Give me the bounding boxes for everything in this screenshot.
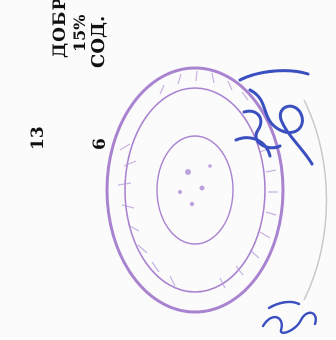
- secondary-signature-mark: [261, 300, 317, 334]
- handwritten-signature: [234, 69, 314, 166]
- row-number-13: 13: [28, 126, 48, 150]
- header-text-line-2: 15%: [70, 14, 89, 52]
- official-stamp: [105, 66, 285, 314]
- page-edge-arc: [303, 100, 328, 300]
- header-text-line-1: ДОБР: [50, 0, 70, 58]
